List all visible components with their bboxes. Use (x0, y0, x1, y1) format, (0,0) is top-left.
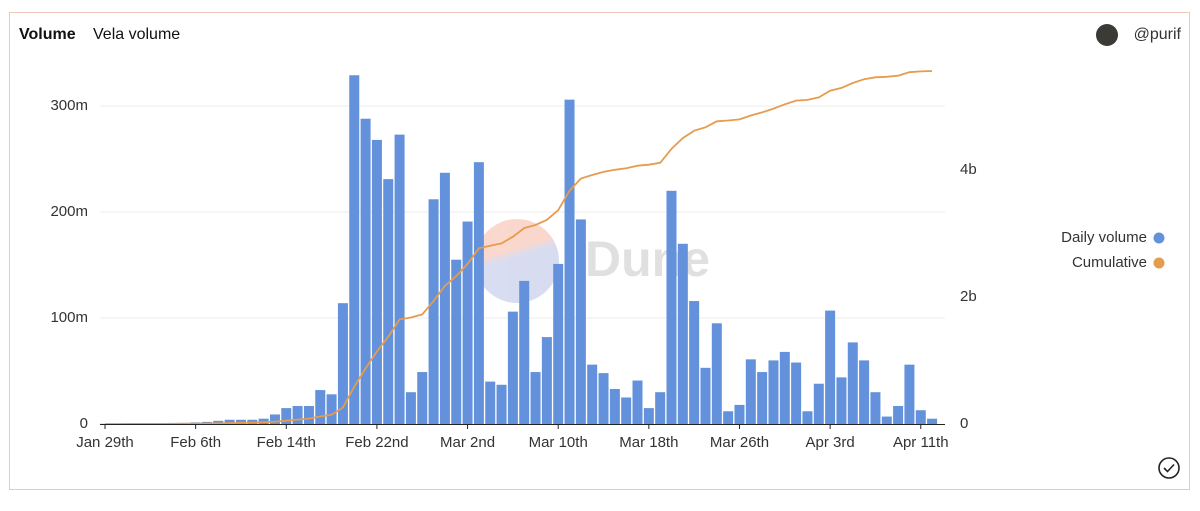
bar (814, 384, 824, 424)
bar (848, 342, 858, 424)
bar (678, 244, 688, 424)
bar (451, 260, 461, 424)
legend-dot (1154, 258, 1165, 269)
bar (904, 365, 914, 424)
bar (780, 352, 790, 424)
bar (576, 219, 586, 424)
bar (621, 398, 631, 425)
bar (859, 360, 869, 424)
watermark-text: Dune (585, 231, 710, 287)
panel-subtitle: Vela volume (93, 26, 180, 43)
bar (508, 312, 518, 424)
bar (700, 368, 710, 424)
legend-label[interactable]: Cumulative (1072, 254, 1147, 271)
bar (519, 281, 529, 424)
bar (836, 377, 846, 424)
bar (485, 382, 495, 424)
bar (791, 363, 801, 424)
bar (542, 337, 552, 424)
bar (870, 392, 880, 424)
bar (712, 323, 722, 424)
bar (587, 365, 597, 424)
bar (553, 264, 563, 424)
bar (497, 385, 507, 424)
bar (383, 179, 393, 424)
x-tick-label: Apr 3rd (806, 434, 855, 451)
bar (406, 392, 416, 424)
bar (757, 372, 767, 424)
user-name[interactable]: @purif (1134, 26, 1182, 43)
bar (689, 301, 699, 424)
x-tick-label: Jan 29th (76, 434, 134, 451)
bar (429, 199, 439, 424)
x-tick-label: Apr 11th (893, 434, 949, 451)
x-tick-label: Feb 22nd (345, 434, 408, 451)
bar (349, 75, 359, 424)
bar (327, 394, 337, 424)
y-tick-label: 200m (50, 203, 88, 220)
bar (644, 408, 654, 424)
bar (893, 406, 903, 424)
bar (825, 311, 835, 424)
bar (304, 406, 314, 424)
bar (882, 417, 892, 424)
bar (531, 372, 541, 424)
bar (633, 381, 643, 424)
legend-label[interactable]: Daily volume (1061, 229, 1147, 246)
bar (734, 405, 744, 424)
panel-title: Volume (19, 26, 76, 43)
x-tick-label: Feb 6th (170, 434, 221, 451)
bar (417, 372, 427, 424)
bar (916, 410, 926, 424)
watermark-logo (475, 219, 559, 303)
y-tick-label: 300m (50, 97, 88, 114)
legend-dot (1154, 233, 1165, 244)
y2-tick-label: 4b (960, 161, 977, 178)
bar (372, 140, 382, 424)
bar (293, 406, 303, 424)
x-tick-label: Mar 26th (710, 434, 769, 451)
bar (361, 119, 371, 424)
bar (768, 360, 778, 424)
bar (927, 419, 937, 424)
avatar[interactable] (1096, 24, 1118, 46)
y2-tick-label: 0 (960, 415, 968, 432)
bar (315, 390, 325, 424)
y-tick-label: 0 (80, 415, 88, 432)
x-tick-label: Mar 10th (529, 434, 588, 451)
bar (565, 100, 575, 424)
bar (474, 162, 484, 424)
x-tick-label: Mar 18th (619, 434, 678, 451)
y2-tick-label: 2b (960, 288, 977, 305)
x-tick-label: Feb 14th (257, 434, 316, 451)
bar (802, 411, 812, 424)
bar (655, 392, 665, 424)
bar (440, 173, 450, 424)
bar (723, 411, 733, 424)
bar (667, 191, 677, 424)
bar (599, 373, 609, 424)
y-tick-label: 100m (50, 309, 88, 326)
x-tick-label: Mar 2nd (440, 434, 495, 451)
bar (463, 222, 473, 424)
bar (610, 389, 620, 424)
bar (395, 135, 405, 424)
bar (746, 359, 756, 424)
